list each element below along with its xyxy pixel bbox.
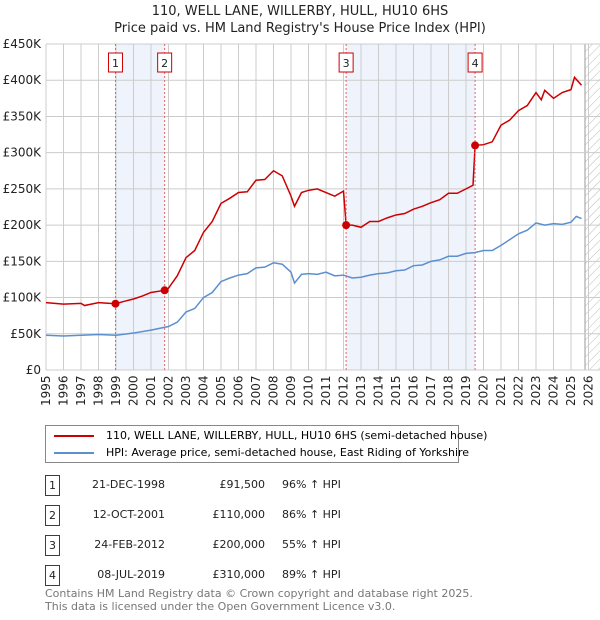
x-tick-label: 2001 [144, 375, 158, 406]
footer-line: This data is licensed under the Open Gov… [45, 600, 396, 613]
x-tick-label: 2008 [267, 375, 281, 406]
x-tick-label: 2006 [232, 375, 246, 406]
y-tick-label: £0 [26, 363, 41, 377]
legend-label: 110, WELL LANE, WILLERBY, HULL, HU10 6HS… [106, 429, 488, 442]
sale-point [342, 221, 351, 230]
x-tick-label: 1996 [57, 375, 71, 406]
sale-label: 3 [343, 57, 350, 70]
x-tick-label: 2003 [179, 375, 193, 406]
x-tick-label: 2007 [249, 375, 263, 406]
y-tick-label: £450K [3, 37, 43, 51]
x-tick-label: 2026 [582, 375, 596, 406]
x-tick-label: 1995 [39, 375, 53, 406]
legend-swatch [54, 434, 94, 437]
sale-date: 21-DEC-1998 [91, 478, 165, 491]
legend: 110, WELL LANE, WILLERBY, HULL, HU10 6HS… [45, 425, 487, 463]
x-tick-label: 2020 [477, 375, 491, 406]
y-tick-label: £200K [3, 218, 43, 232]
sale-number: 1 [45, 475, 60, 496]
y-tick-label: £150K [3, 254, 43, 268]
sale-row: 4 08-JUL-2019 £310,000 89% ↑ HPI [45, 565, 465, 586]
legend-label: HPI: Average price, semi-detached house,… [106, 446, 470, 459]
sale-label: 1 [112, 57, 119, 70]
y-tick-label: £250K [3, 182, 43, 196]
x-tick-label: 2018 [442, 375, 456, 406]
shaded-period [115, 44, 165, 370]
sale-row: 1 21-DEC-1998 £91,500 96% ↑ HPI [45, 475, 465, 496]
x-tick-label: 2019 [459, 375, 473, 406]
x-tick-label: 1998 [92, 375, 106, 406]
legend-swatch [54, 451, 94, 454]
x-tick-label: 2025 [564, 375, 578, 406]
sale-price: £200,000 [212, 538, 266, 551]
hpi-line [45, 215, 582, 337]
sale-label-box [107, 52, 123, 73]
x-tick-label: 2011 [319, 375, 333, 406]
x-tick-label: 1999 [109, 375, 123, 406]
sale-label: 4 [472, 57, 479, 70]
x-tick-label: 2005 [214, 375, 228, 406]
x-tick-label: 2009 [284, 375, 298, 406]
sale-number: 2 [45, 505, 60, 526]
x-tick-label: 2002 [162, 375, 176, 406]
chart-subtitle: Price paid vs. HM Land Registry's House … [114, 21, 486, 36]
x-tick-label: 2004 [197, 375, 211, 406]
x-tick-label: 2021 [494, 375, 508, 406]
price-chart: 1995 1996 1997 1998 1999 2000 2001 2002 2003 2004… [3, 37, 600, 406]
sale-number: 3 [45, 535, 60, 556]
sale-hpi: 86% ↑ HPI [282, 508, 341, 521]
legend-item-property: 110, WELL LANE, WILLERBY, HULL, HU10 6HS… [54, 429, 487, 442]
x-tick-label: 2010 [302, 375, 316, 406]
footer: Contains HM Land Registry data © Crown c… [45, 587, 473, 613]
sale-label-box [157, 52, 173, 73]
sale-hpi: 89% ↑ HPI [282, 568, 341, 581]
sale-row: 3 24-FEB-2012 £200,000 55% ↑ HPI [45, 535, 465, 556]
legend-item-hpi: HPI: Average price, semi-detached house,… [54, 446, 469, 459]
sale-price: £110,000 [212, 508, 266, 521]
chart-title: 110, WELL LANE, WILLERBY, HULL, HU10 6HS [151, 4, 449, 19]
x-tick-label: 2000 [127, 375, 141, 406]
y-tick-label: £350K [3, 109, 43, 123]
y-tick-label: £100K [3, 291, 43, 305]
sale-date: 24-FEB-2012 [94, 538, 165, 551]
shaded-period [346, 44, 476, 370]
sale-label-box [338, 52, 354, 73]
sale-date: 08-JUL-2019 [97, 568, 165, 581]
x-tick-label: 2022 [512, 375, 526, 406]
x-tick-label: 2012 [337, 375, 351, 406]
footer-line: Contains HM Land Registry data © Crown c… [45, 587, 473, 600]
x-tick-label: 2017 [424, 375, 438, 406]
sale-point [471, 141, 480, 150]
x-tick-label: 2023 [529, 375, 543, 406]
sale-point [111, 299, 120, 308]
sale-hpi: 55% ↑ HPI [282, 538, 341, 551]
y-tick-label: £400K [3, 73, 43, 87]
y-tick-label: £50K [10, 327, 42, 341]
x-tick-label: 2015 [389, 375, 403, 406]
x-tick-label: 2024 [547, 375, 561, 406]
sale-price: £310,000 [212, 568, 266, 581]
sale-point [160, 286, 169, 295]
sale-number: 4 [45, 565, 60, 586]
forecast-region [585, 44, 600, 370]
x-tick-label: 2014 [372, 375, 386, 406]
sale-row: 2 12-OCT-2001 £110,000 86% ↑ HPI [45, 505, 465, 526]
y-tick-label: £300K [3, 146, 43, 160]
x-tick-label: 2013 [354, 375, 368, 406]
sale-price: £91,500 [219, 478, 266, 491]
x-tick-label: 2016 [407, 375, 421, 406]
sale-date: 12-OCT-2001 [92, 508, 165, 521]
sale-hpi: 96% ↑ HPI [282, 478, 341, 491]
sale-label: 2 [161, 57, 168, 70]
x-tick-label: 1997 [74, 375, 88, 406]
sale-label-box [467, 52, 483, 73]
